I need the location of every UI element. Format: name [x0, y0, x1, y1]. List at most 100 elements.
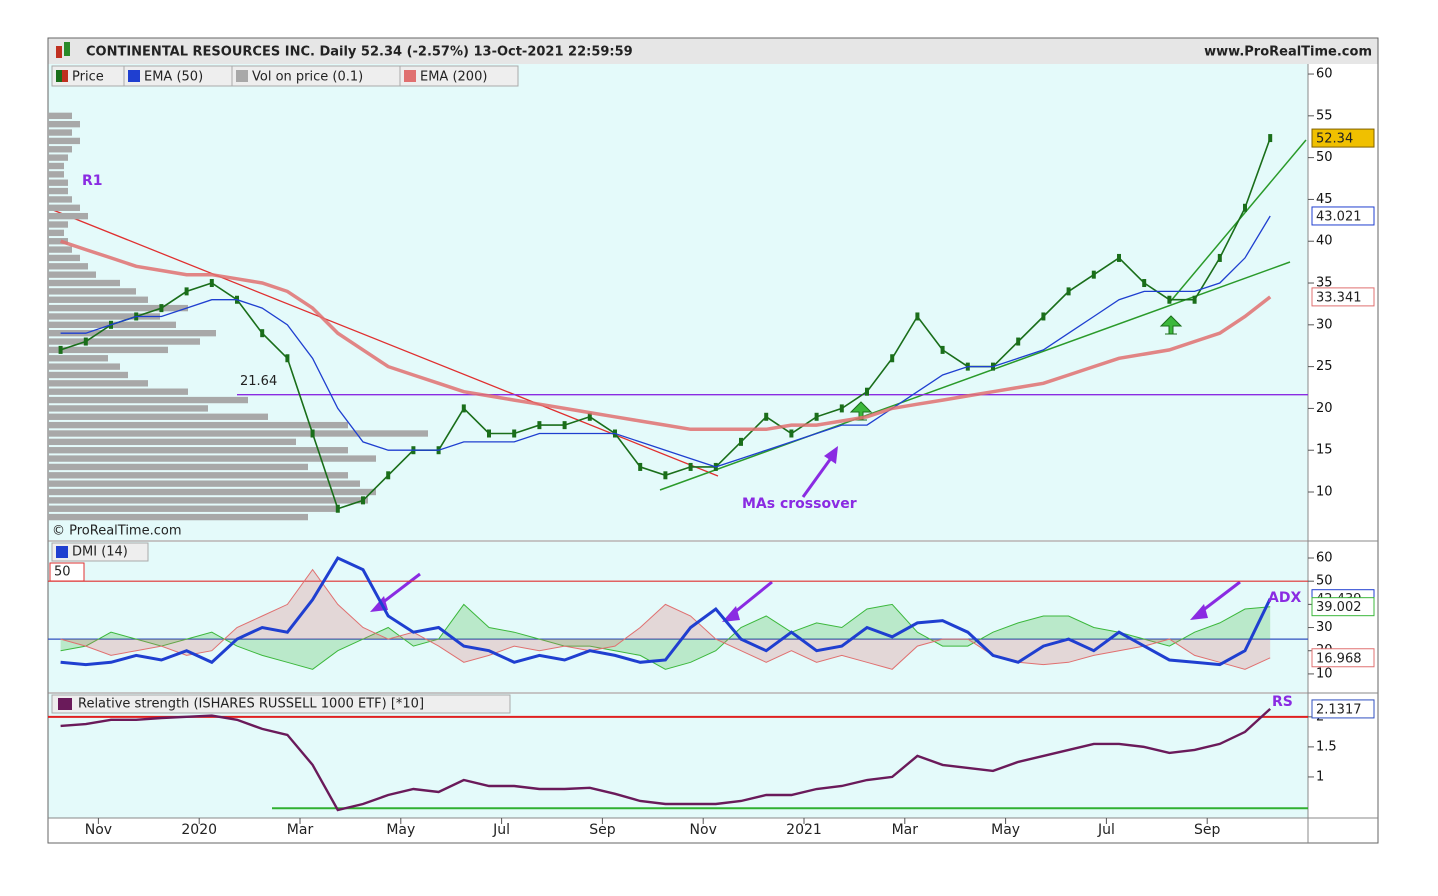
price-mark — [386, 471, 391, 480]
legend-label: Price — [72, 70, 104, 85]
y-tick-label: 60 — [1316, 550, 1333, 565]
legend-swatch — [236, 70, 248, 82]
volume-bar — [48, 279, 120, 287]
panel-title: Relative strength (ISHARES RUSSELL 1000 … — [78, 697, 424, 712]
price-mark — [512, 429, 517, 438]
volume-bar — [48, 447, 348, 454]
price-mark — [764, 412, 769, 421]
volume-bar — [48, 355, 108, 362]
volume-bar — [48, 380, 148, 387]
volume-bar — [48, 346, 168, 354]
rs-line — [60, 708, 1272, 812]
price-mark — [688, 462, 693, 471]
level-box — [49, 562, 85, 582]
price-mark — [839, 404, 844, 413]
y-tick-label: 50 — [1316, 150, 1333, 165]
volume-bar — [48, 463, 308, 471]
volume-bar — [48, 421, 348, 429]
value-label: 52.34 — [1316, 132, 1353, 147]
volume-bar — [48, 405, 208, 412]
value-label: 43.021 — [1316, 209, 1362, 224]
value-box — [1311, 699, 1375, 719]
volume-bar — [48, 204, 80, 211]
volume-bar — [48, 146, 72, 153]
price-mark — [915, 312, 920, 321]
legend-swatch — [56, 546, 68, 558]
x-tick-label: Jul — [492, 822, 510, 838]
dmi-line — [60, 603, 1271, 670]
volume-bar — [48, 313, 160, 320]
volume-bar — [48, 196, 72, 203]
volume-bar — [48, 513, 308, 521]
volume-bar — [48, 396, 248, 404]
legend-swatch — [404, 70, 416, 82]
volume-bar — [48, 296, 148, 303]
price-mark — [260, 329, 265, 338]
volume-bar — [48, 212, 88, 220]
y-tick-label: 60 — [1316, 67, 1333, 82]
volume-bar — [48, 371, 128, 379]
price-mark — [310, 429, 315, 438]
price-mark — [83, 337, 88, 346]
x-tick-label: Mar — [287, 822, 314, 838]
y-tick-label: 30 — [1316, 620, 1333, 635]
price-mark — [1243, 203, 1247, 212]
x-tick-label: Nov — [85, 822, 112, 838]
value-label: 16.968 — [1316, 651, 1362, 666]
up-arrow — [1159, 315, 1183, 335]
title: CONTINENTAL RESOURCES INC. Daily 52.34 (… — [86, 45, 633, 60]
value-box — [1311, 128, 1375, 148]
volume-bar — [48, 229, 64, 237]
price-mark — [663, 471, 668, 480]
x-tick-label: Sep — [1194, 822, 1221, 838]
price-mark — [638, 462, 643, 471]
volume-bar — [48, 121, 80, 128]
h-line-label: 21.64 — [240, 374, 277, 389]
x-tick-label: Nov — [690, 822, 717, 838]
volume-bar — [48, 288, 136, 295]
volume-bar — [48, 480, 360, 487]
legend-label: EMA (50) — [144, 70, 203, 85]
volume-bar — [48, 497, 368, 504]
price-mark — [865, 387, 869, 396]
price-mark — [1167, 295, 1172, 304]
price-mark — [1016, 337, 1021, 346]
price-mark — [1142, 279, 1147, 288]
price-mark — [159, 304, 164, 313]
volume-bar — [48, 238, 68, 245]
volume-bar — [48, 271, 96, 278]
arrow-head — [1190, 604, 1208, 620]
icon — [64, 42, 70, 56]
y-tick-label: 55 — [1316, 108, 1333, 123]
up-arrow — [849, 401, 873, 421]
y-tick-label: 40 — [1316, 234, 1333, 249]
x-tick-label: Mar — [892, 822, 919, 838]
volume-bar — [48, 154, 68, 161]
price-mark — [890, 354, 895, 363]
price-mark — [209, 279, 214, 288]
volume-bar — [48, 162, 64, 170]
price-mark — [1117, 253, 1121, 262]
price-mark — [335, 504, 340, 513]
value-box — [1311, 648, 1375, 668]
area — [60, 604, 1271, 670]
arrow-head — [722, 606, 740, 622]
y-tick-label: 35 — [1316, 276, 1333, 291]
price-mark — [1066, 287, 1071, 296]
x-tick-label: Sep — [589, 822, 616, 838]
volume-bar — [48, 221, 68, 228]
price-mark — [587, 412, 592, 421]
volume-bar — [48, 505, 336, 512]
area — [60, 569, 1271, 670]
volume-bar — [48, 330, 216, 337]
legend-box — [51, 542, 149, 562]
panel-title: DMI (14) — [72, 545, 128, 560]
volume-bar — [48, 137, 80, 145]
annotation: MAs crossover — [742, 496, 857, 512]
annotation: RS — [1272, 694, 1293, 710]
value-label: 2.1317 — [1316, 702, 1362, 717]
price-mark — [1041, 312, 1046, 321]
y-tick-label: 30 — [1316, 317, 1333, 332]
title-bar — [48, 38, 1378, 64]
